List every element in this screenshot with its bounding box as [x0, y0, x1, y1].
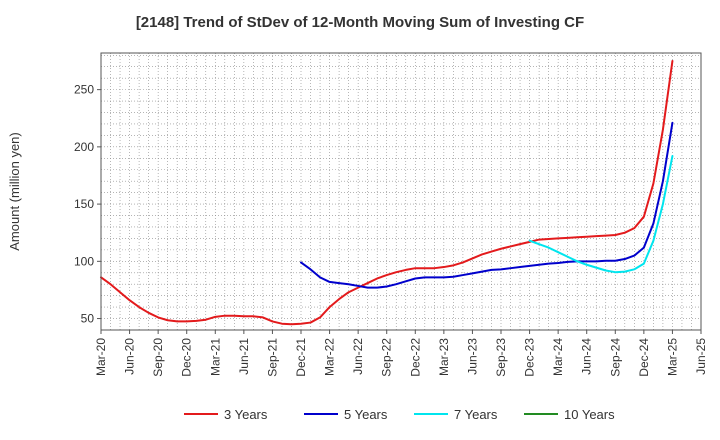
series-layer: [100, 60, 674, 326]
x-tick-label: Sep-21: [265, 338, 279, 377]
x-tick-label: Mar-24: [551, 338, 565, 376]
legend-label: 10 Years: [564, 407, 615, 422]
y-tick-label: 50: [81, 312, 95, 326]
x-tick-label: Jun-21: [237, 338, 251, 375]
x-tick-label: Mar-25: [665, 338, 679, 376]
y-axis-title: Amount (million yen): [7, 132, 22, 251]
series-line-3: [528, 155, 674, 274]
x-tick-label: Jun-23: [465, 338, 479, 375]
plot-frame: [100, 52, 702, 331]
x-tick-label: Jun-25: [694, 338, 708, 375]
x-tick-label: Sep-20: [151, 338, 165, 377]
x-tick-label: Dec-20: [180, 338, 194, 377]
x-tick-label: Mar-23: [437, 338, 451, 376]
x-tick-label: Mar-20: [94, 338, 108, 376]
x-tick-label: Jun-20: [123, 338, 137, 375]
chart-title: [2148] Trend of StDev of 12-Month Moving…: [135, 14, 585, 31]
series-line-2: [300, 121, 674, 289]
plot-area: [101, 53, 701, 330]
legend-label: 3 Years: [224, 407, 268, 422]
x-tick-label: Mar-21: [208, 338, 222, 376]
x-tick-label: Sep-24: [608, 338, 622, 377]
x-axis-ticks: Mar-20 Jun-20 Sep-20 Dec-20 Mar-21 Jun-21 Sep-…: [94, 330, 708, 377]
series-line-1: [100, 60, 674, 326]
y-tick-label: 150: [74, 197, 94, 211]
legend: 3 Years 5 Years 7 Years 10 Years: [184, 407, 615, 422]
legend-label: 7 Years: [454, 407, 498, 422]
legend-label: 5 Years: [344, 407, 388, 422]
x-tick-label: Sep-23: [494, 338, 508, 377]
y-tick-label: 100: [74, 254, 94, 268]
x-tick-label: Dec-24: [637, 338, 651, 377]
x-tick-label: Dec-22: [408, 338, 422, 377]
x-tick-label: Mar-22: [323, 338, 337, 376]
y-axis-ticks: 50 100 150 200 250: [74, 83, 101, 326]
y-tick-label: 250: [74, 83, 94, 97]
x-tick-label: Dec-21: [294, 338, 308, 377]
x-tick-label: Jun-24: [580, 338, 594, 375]
x-tick-label: Jun-22: [351, 338, 365, 375]
x-tick-label: Dec-23: [523, 338, 537, 377]
y-tick-label: 200: [74, 140, 94, 154]
x-tick-label: Sep-22: [380, 338, 394, 377]
